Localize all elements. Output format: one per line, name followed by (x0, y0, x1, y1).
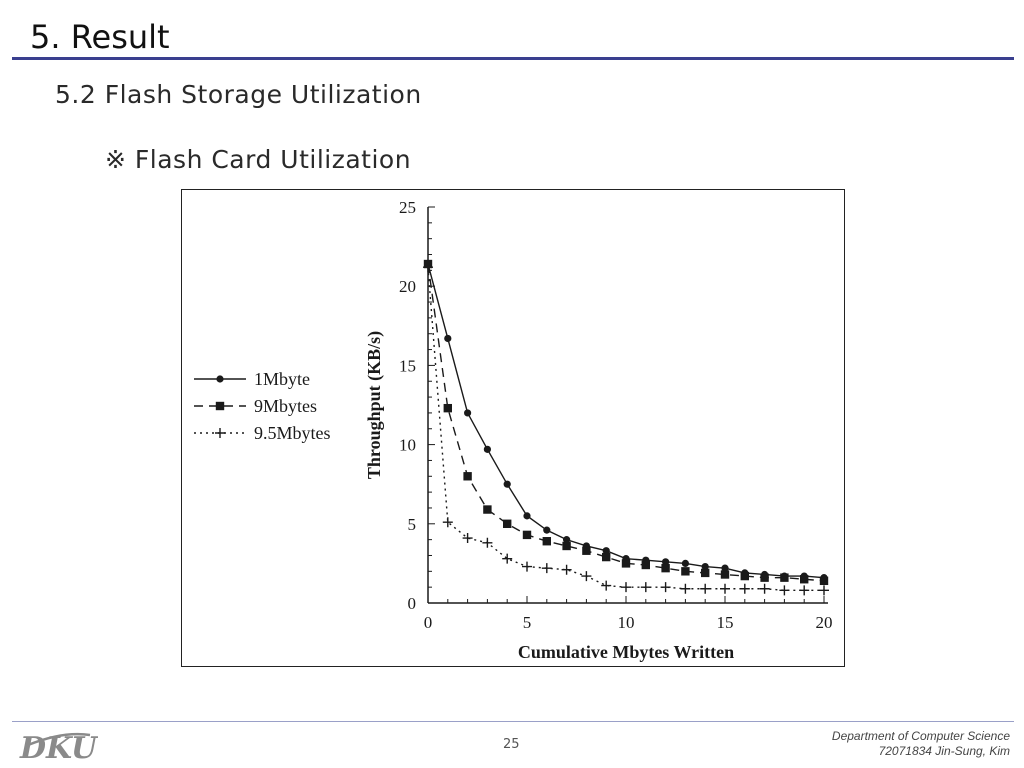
data-point-9-5mbytes (601, 580, 612, 591)
data-point-9mbytes (701, 568, 710, 578)
legend-label-1mbyte: 1Mbyte (254, 369, 310, 389)
data-point-9-5mbytes (819, 585, 829, 596)
data-point-9-5mbytes (581, 571, 592, 582)
data-point-9mbytes (661, 563, 670, 573)
chart-heading: ※ Flash Card Utilization (105, 145, 412, 174)
legend-label-9mbytes: 9Mbytes (254, 396, 317, 416)
legend-marker-9-5mbytes (215, 428, 225, 438)
x-tick-label: 5 (523, 613, 532, 632)
data-point-9mbytes (760, 573, 769, 582)
data-point-9-5mbytes (522, 561, 532, 572)
data-point-1mbyte (543, 526, 551, 534)
y-tick-label: 25 (399, 198, 416, 217)
legend-marker-9mbytes (215, 401, 225, 411)
data-point-9-5mbytes (482, 537, 493, 548)
slide-title: 5. Result (30, 18, 170, 56)
data-point-1mbyte (483, 445, 491, 453)
data-point-9-5mbytes (660, 582, 671, 593)
data-point-9mbytes (819, 576, 829, 586)
y-tick-label: 5 (408, 515, 417, 534)
data-point-9-5mbytes (423, 262, 433, 273)
university-logo: DKU (19, 731, 98, 765)
footer-divider (12, 721, 1014, 722)
throughput-chart: 0 5 10 15 20 0 5 10 15 20 25 Cumulative Mbytes Writ… (194, 198, 833, 662)
data-point-9-5mbytes (442, 517, 453, 528)
data-point-9mbytes (503, 519, 512, 528)
data-point-1mbyte (523, 512, 531, 520)
series-line-1mbyte (427, 263, 825, 579)
section-subtitle: 5.2 Flash Storage Utilization (55, 80, 422, 109)
title-divider (12, 57, 1014, 60)
data-point-1mbyte (701, 562, 709, 571)
data-point-9-5mbytes (700, 583, 711, 594)
data-point-9-5mbytes (779, 585, 790, 596)
y-tick-label: 10 (399, 436, 416, 455)
data-point-9mbytes (720, 570, 730, 579)
data-point-9mbytes (800, 575, 809, 584)
data-point-9mbytes (522, 530, 532, 540)
data-point-9mbytes (621, 559, 631, 568)
y-axis-label: Throughput (KB/s) (364, 331, 385, 479)
x-tick-label: 10 (618, 613, 635, 632)
y-tick-label: 0 (408, 594, 417, 613)
chart-frame: 0 5 10 15 20 0 5 10 15 20 25 Cumulative Mbytes Writ… (181, 189, 845, 667)
data-point-9mbytes (562, 541, 571, 551)
data-point-9mbytes (443, 403, 452, 413)
data-point-9-5mbytes (621, 582, 631, 593)
data-point-1mbyte (563, 536, 571, 544)
data-point-1mbyte (503, 480, 511, 488)
data-point-9-5mbytes (561, 564, 572, 575)
data-point-9mbytes (602, 552, 611, 562)
y-tick-label: 15 (399, 356, 416, 375)
data-point-9mbytes (582, 546, 591, 555)
data-point-9-5mbytes (541, 563, 552, 574)
data-point-9mbytes (641, 560, 650, 570)
data-point-1mbyte (681, 559, 689, 567)
data-point-1mbyte (721, 564, 729, 572)
legend-label-9-5mbytes: 9.5Mbytes (254, 423, 331, 443)
data-point-9-5mbytes (759, 583, 770, 594)
x-tick-label: 0 (424, 613, 433, 632)
data-point-9-5mbytes (640, 582, 651, 593)
data-point-9mbytes (740, 571, 749, 581)
data-point-9mbytes (681, 567, 690, 576)
data-point-9-5mbytes (799, 585, 810, 596)
y-tick-label: 20 (399, 277, 416, 296)
data-point-9-5mbytes (680, 583, 691, 594)
data-point-1mbyte (602, 547, 610, 555)
data-point-9mbytes (542, 537, 551, 546)
series-line-9mbytes (427, 263, 825, 582)
data-point-1mbyte (662, 558, 670, 566)
data-point-9mbytes (780, 573, 789, 582)
department-name: Department of Computer Science (831, 729, 1010, 743)
footer-credit: Department of Computer Science 72071834 … (832, 729, 1010, 759)
x-tick-label: 20 (816, 613, 833, 632)
data-point-9-5mbytes (462, 533, 473, 544)
author-name: 72071834 Jin-Sung, Kim (878, 744, 1010, 758)
data-point-1mbyte (464, 409, 472, 417)
legend-marker-1mbyte (216, 375, 224, 383)
page-number: 25 (503, 737, 520, 752)
data-point-1mbyte (444, 334, 452, 343)
data-point-9-5mbytes (720, 583, 730, 594)
data-point-9-5mbytes (739, 583, 750, 594)
data-point-9mbytes (463, 472, 472, 481)
data-point-9mbytes (483, 505, 492, 514)
x-axis-label: Cumulative Mbytes Written (518, 642, 734, 662)
data-point-9-5mbytes (502, 553, 513, 564)
x-tick-label: 15 (717, 613, 734, 632)
